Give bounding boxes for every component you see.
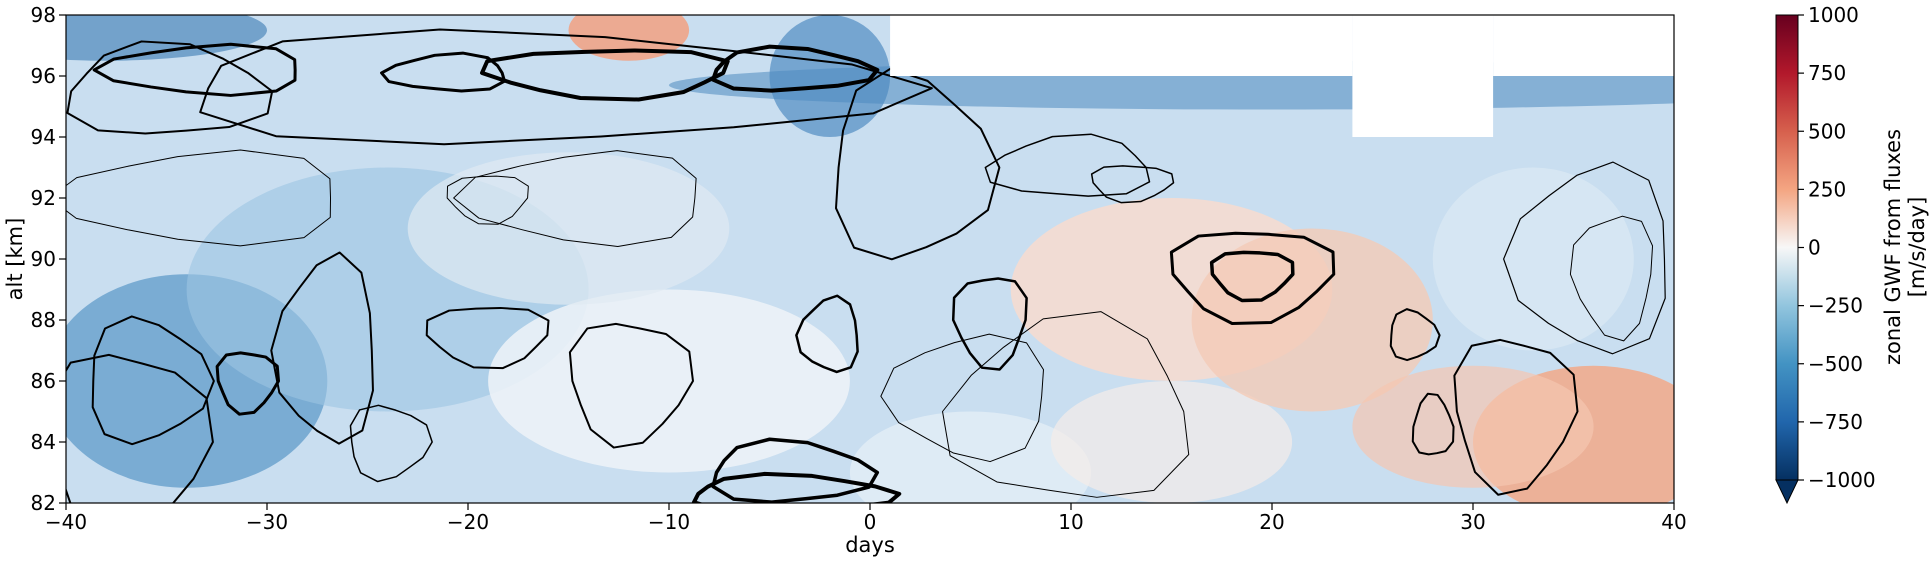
field-blob — [1432, 167, 1634, 351]
x-tick-label: −10 — [648, 510, 690, 534]
contour-line — [1503, 161, 1666, 355]
contour-line — [984, 133, 1151, 197]
missing-data-region — [1493, 15, 1674, 76]
y-tick-label: 90 — [31, 247, 56, 271]
x-axis-label: days — [845, 533, 895, 557]
x-tick-label: 30 — [1460, 510, 1485, 534]
colorbar-extend-arrow — [1775, 479, 1799, 505]
y-tick-label: 82 — [31, 491, 56, 515]
colorbar-tick-label: 1000 — [1808, 3, 1859, 27]
colorbar-tick-label: 750 — [1808, 61, 1846, 85]
y-tick-label: 88 — [31, 308, 56, 332]
y-axis-label: alt [km] — [3, 218, 27, 301]
contour-line — [568, 322, 694, 449]
contour-line — [380, 51, 506, 93]
contour-line — [1169, 231, 1336, 325]
contour-line — [349, 404, 433, 483]
contour-line — [199, 28, 933, 146]
contour-line — [66, 149, 332, 247]
colorbar-tick-label: 250 — [1808, 177, 1846, 201]
contour-line — [91, 315, 215, 446]
y-tick-label: 98 — [31, 3, 56, 27]
field-blob — [66, 15, 267, 61]
contour-line — [453, 150, 697, 247]
colorbar-tick-label: −750 — [1808, 410, 1863, 434]
field-blob — [407, 152, 730, 305]
colorbar-label-line2: [m/s/day] — [1905, 197, 1929, 298]
y-tick-label: 84 — [31, 430, 56, 454]
field-blob — [488, 289, 850, 473]
missing-data-region — [890, 15, 1353, 76]
y-tick-label: 96 — [31, 64, 56, 88]
plot-area — [66, 15, 1674, 503]
contour-line — [942, 311, 1190, 498]
contour-line — [270, 251, 374, 445]
contour-line — [1389, 308, 1441, 362]
contour-line — [834, 67, 1001, 261]
contour-lines — [66, 28, 1666, 503]
y-tick-label: 92 — [31, 186, 56, 210]
x-tick-label: 10 — [1058, 510, 1083, 534]
contour-line — [1569, 215, 1654, 342]
contour-line — [711, 44, 880, 93]
field-blob — [1352, 365, 1594, 488]
contour-line — [1090, 165, 1175, 204]
y-axis-ticks: 82 84 86 88 90 92 94 96 98 — [31, 3, 66, 515]
contour-line — [951, 277, 1028, 371]
colorbar-label-line1: zonal GWF from fluxes — [1881, 129, 1905, 365]
contour-line — [92, 42, 297, 97]
y-tick-label: 94 — [31, 125, 56, 149]
contour-line — [711, 437, 880, 503]
x-tick-label: 0 — [864, 510, 877, 534]
field-blob — [1191, 228, 1433, 412]
x-axis-ticks: −40 −30 −20 −10 0 10 20 30 40 — [45, 503, 1687, 534]
colorbar-tick-label: 500 — [1808, 119, 1846, 143]
colorbar-gradient — [1775, 14, 1799, 481]
contour-line — [215, 351, 281, 416]
contour-line — [446, 175, 529, 225]
x-tick-label: 40 — [1661, 510, 1686, 534]
x-tick-label: −20 — [447, 510, 489, 534]
x-tick-label: −40 — [45, 510, 87, 534]
contour-line — [1453, 338, 1579, 496]
contour-line — [66, 353, 214, 503]
missing-data-region — [1352, 15, 1494, 137]
contour-line — [66, 40, 274, 135]
contour-line — [480, 48, 730, 102]
colorbar-tick-label: −500 — [1808, 352, 1863, 376]
colorbar-tick-label: −1000 — [1808, 468, 1876, 492]
contour-line — [795, 294, 859, 374]
contour-line — [691, 471, 902, 503]
colorbar-tick-label: 0 — [1808, 236, 1821, 260]
field-blob — [1050, 381, 1293, 503]
colorbar: −1000 −750 −500 −250 0 250 500 750 1000 zonal GW… — [1775, 3, 1929, 505]
contour-line — [1209, 250, 1295, 303]
missing-data-regions — [890, 15, 1674, 137]
x-tick-label: 20 — [1259, 510, 1284, 534]
contour-line — [425, 306, 550, 370]
y-tick-label: 86 — [31, 369, 56, 393]
contour-line — [1411, 392, 1455, 456]
colorbar-ticks: −1000 −750 −500 −250 0 250 500 750 1000 — [1798, 3, 1876, 492]
x-tick-label: −30 — [246, 510, 288, 534]
colorbar-tick-label: −250 — [1808, 294, 1863, 318]
